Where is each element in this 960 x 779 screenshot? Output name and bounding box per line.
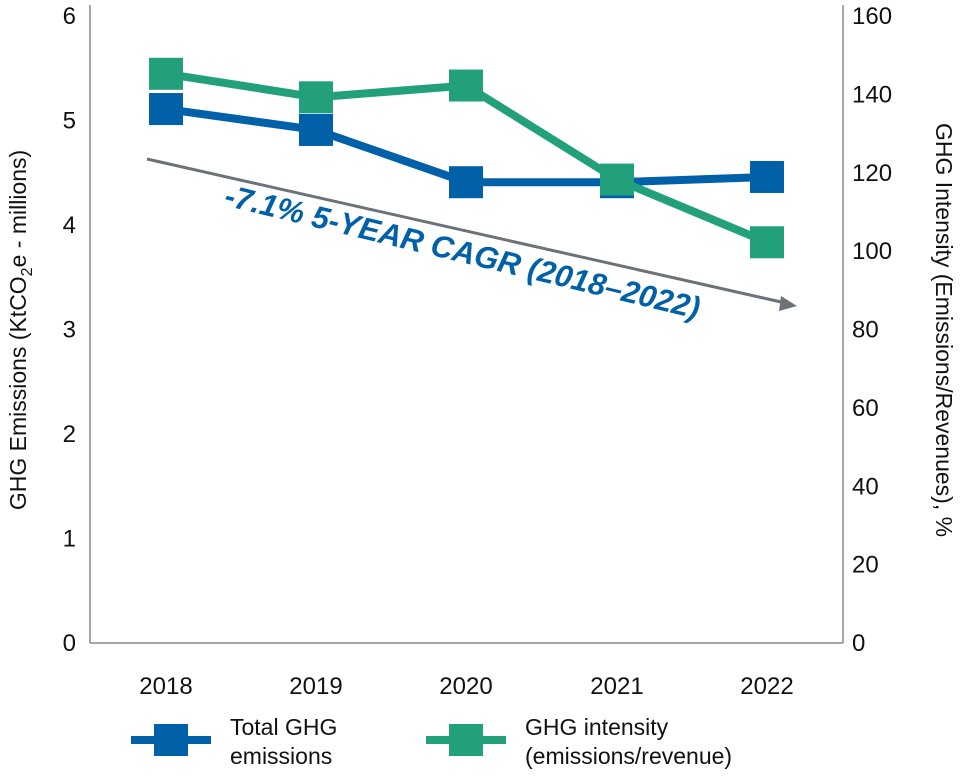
y-axis-right-label: GHG Intensity (Emissions/Revenues), % [931, 123, 957, 537]
x-tick-label: 2020 [439, 673, 492, 700]
x-tick-label: 2018 [139, 673, 192, 700]
y-axis-left-label: GHG Emissions (KtCO2e - millions) [5, 150, 36, 510]
y-right-tick-label: 160 [852, 3, 892, 30]
y-right-tick-label: 20 [852, 552, 879, 579]
legend-item: GHG intensity (emissions/revenue) [426, 714, 732, 769]
legend-item: Total GHG emissions [131, 714, 337, 769]
legend: Total GHG emissions GHG intensity (emission… [131, 714, 732, 769]
legend-label: GHG intensity [525, 714, 669, 740]
legend-label: (emissions/revenue) [525, 743, 732, 769]
y-left-tick-label: 1 [63, 526, 76, 553]
y-left-tick-label: 0 [63, 630, 76, 657]
legend-label: Total GHG [230, 714, 337, 740]
y-right-tick-label: 140 [852, 81, 892, 108]
data-point [449, 69, 483, 102]
y-left-tick-label: 2 [63, 421, 76, 448]
legend-marker-swatch [449, 724, 483, 756]
cagr-annotation: -7.1% 5-YEAR CAGR (2018–2022) [221, 178, 703, 326]
legend-label: emissions [230, 743, 332, 769]
y-right-tick-label: 60 [852, 395, 879, 422]
data-point [449, 166, 483, 199]
data-point [299, 81, 333, 114]
x-tick-label: 2021 [590, 673, 643, 700]
y-right-tick-label: 80 [852, 317, 879, 344]
y-right-tick-label: 100 [852, 238, 892, 265]
trend-arrow [146, 157, 797, 311]
y-left-tick-label: 6 [63, 3, 76, 30]
y-right-tick-label: 120 [852, 160, 892, 187]
legend-marker-swatch [154, 724, 188, 756]
series-right [149, 57, 784, 259]
y-right-tick-label: 40 [852, 473, 879, 500]
data-point [750, 160, 784, 193]
data-point [149, 57, 183, 90]
y-left-tick-label: 5 [63, 108, 76, 135]
y-left-tick-label: 3 [63, 317, 76, 344]
x-tick-label: 2019 [289, 673, 342, 700]
data-point [149, 93, 183, 126]
data-point [750, 226, 784, 259]
data-point [600, 163, 634, 196]
y-left-tick-label: 4 [63, 212, 76, 239]
data-point [299, 113, 333, 146]
x-tick-label: 2022 [740, 673, 793, 700]
axes [89, 5, 844, 644]
y-right-tick-label: 0 [852, 630, 865, 657]
